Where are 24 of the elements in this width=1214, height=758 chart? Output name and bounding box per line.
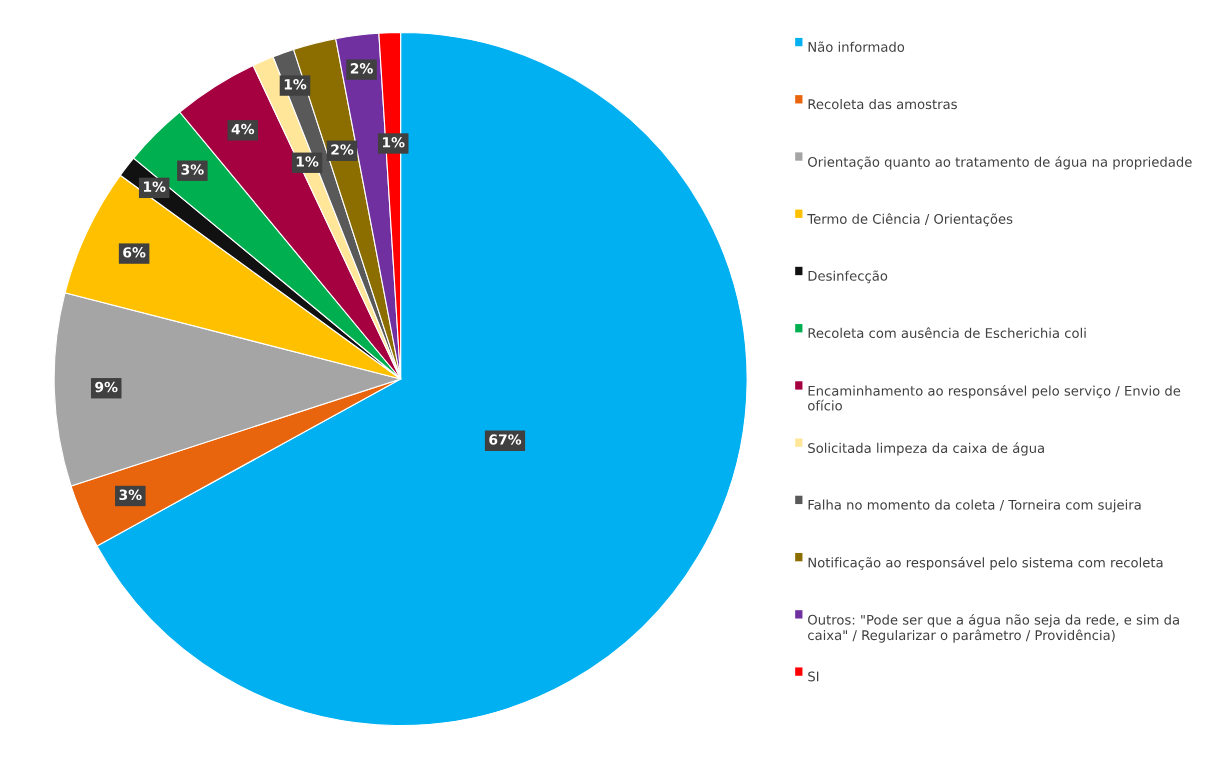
legend-label: SI (808, 671, 819, 682)
data-label: 1% (383, 137, 405, 148)
legend-label: Orientação quanto ao tratamento de água na propriedade (808, 156, 1192, 170)
data-label: 9% (95, 381, 118, 393)
legend-label: Desinfecção (808, 270, 888, 284)
legend-label: Recoleta das amostras (808, 98, 957, 110)
legend-label: Termo de Ciência / Orientações (807, 213, 1013, 227)
legend-label: Notificação ao responsável pelo sistema com recoleta (808, 556, 1163, 571)
data-label: 1% (284, 79, 307, 90)
legend-label: Recoleta com ausência de Escherichia coli (808, 327, 1086, 339)
data-label: 1% (296, 156, 319, 167)
data-label: 3% (181, 164, 204, 175)
data-label: 1% (143, 181, 166, 192)
data-label: 2% (350, 63, 373, 74)
data-label: 67% (489, 434, 522, 445)
data-label: 3% (119, 489, 142, 500)
legend-label: Solicitada limpeza da caixa de água (808, 442, 1044, 456)
data-label: 2% (331, 144, 354, 155)
data-label: 4% (231, 123, 255, 135)
legend-label: Falha no momento da coleta / Torneira com sujeira (808, 499, 1141, 513)
data-label: 6% (123, 247, 146, 258)
legend-label: Encaminhamento ao responsável pelo serviço / Envio de ofício (808, 385, 1181, 411)
legend-label: Outros: "Pode ser que a água não seja da rede, e sim da caixa" / Regularizar o parâmetro / Providência) (808, 613, 1179, 643)
legend-label: Não informado (808, 41, 905, 52)
